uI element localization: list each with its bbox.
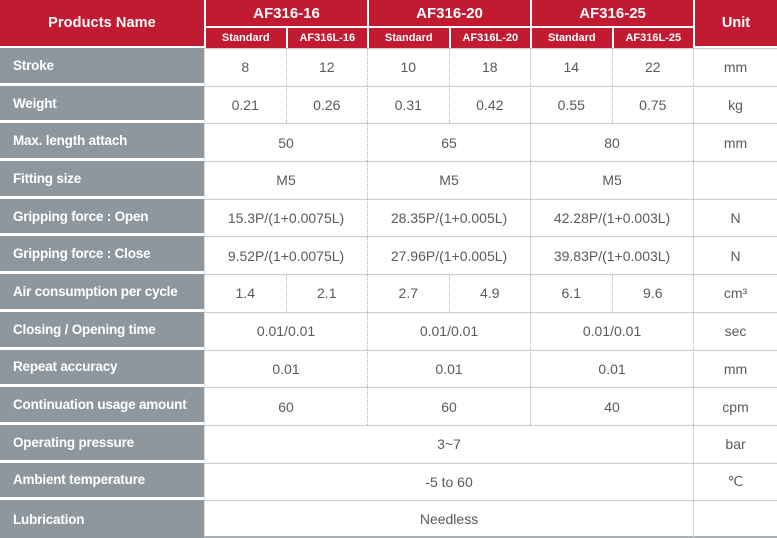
unit-cell-repeat-accuracy: mm xyxy=(693,349,777,388)
row-label-continuation-usage-amount: Continuation usage amount xyxy=(0,387,204,425)
value-cell-gripping-force-close-2: 39.83P/(1+0.003L) xyxy=(530,236,694,275)
spec-row-repeat-accuracy: Repeat accuracy 0.01 0.01 0.01 mm xyxy=(0,349,777,388)
value-cell-repeat-accuracy-0: 0.01 xyxy=(204,349,368,388)
value-cell-closing-opening-time-0: 0.01/0.01 xyxy=(204,311,368,350)
row-label-air-consumption-per-cycle: Air consumption per cycle xyxy=(0,274,204,312)
value-cell-fitting-size-0: M5 xyxy=(204,161,368,199)
row-label-lubrication: Lubrication xyxy=(0,500,204,538)
subheader-af316-25-standard: Standard xyxy=(530,26,612,48)
value-cell-closing-opening-time-2: 0.01/0.01 xyxy=(530,311,694,350)
row-label-gripping-force-close: Gripping force : Close xyxy=(0,236,204,275)
value-cell-air-consumption-per-cycle-5: 9.6 xyxy=(611,274,694,312)
spec-row-closing-opening-time: Closing / Opening time 0.01/0.01 0.01/0.01… xyxy=(0,311,777,350)
value-cell-air-consumption-per-cycle-3: 4.9 xyxy=(448,274,531,312)
value-cell-repeat-accuracy-1: 0.01 xyxy=(367,349,531,388)
value-cell-weight-0: 0.21 xyxy=(204,85,286,124)
value-cell-stroke-5: 22 xyxy=(611,48,694,86)
value-cell-continuation-usage-amount-1: 60 xyxy=(367,387,531,425)
unit-cell-max-length-attach: mm xyxy=(693,123,777,162)
header-row-main: Products Name AF316-16 AF316-20 AF316-25 Un… xyxy=(0,0,777,48)
spec-row-operating-pressure: Operating pressure 3~7 bar xyxy=(0,424,777,463)
value-cell-stroke-3: 18 xyxy=(448,48,531,86)
row-label-gripping-force-open: Gripping force : Open xyxy=(0,198,204,237)
product-header-af316-25: AF316-25 xyxy=(530,0,694,26)
spec-row-gripping-force-open: Gripping force : Open 15.3P/(1+0.0075L) 28… xyxy=(0,198,777,237)
unit-cell-ambient-temperature: ℃ xyxy=(693,462,777,501)
value-cell-gripping-force-close-0: 9.52P/(1+0.0075L) xyxy=(204,236,368,275)
spec-row-continuation-usage-amount: Continuation usage amount 60 60 40 cpm xyxy=(0,387,777,425)
value-cell-repeat-accuracy-2: 0.01 xyxy=(530,349,694,388)
row-label-max-length-attach: Max. length attach xyxy=(0,123,204,162)
value-cell-stroke-4: 14 xyxy=(530,48,612,86)
subheader-af316-16-standard: Standard xyxy=(204,26,286,48)
value-cell-lubrication-0: Needless xyxy=(204,500,694,538)
unit-header: Unit xyxy=(693,0,777,48)
row-label-stroke: Stroke xyxy=(0,48,204,86)
subheader-af316-16-af316l-16: AF316L-16 xyxy=(285,26,368,48)
spec-row-lubrication: Lubrication Needless xyxy=(0,500,777,538)
value-cell-gripping-force-close-1: 27.96P/(1+0.005L) xyxy=(367,236,531,275)
value-cell-continuation-usage-amount-0: 60 xyxy=(204,387,368,425)
product-header-af316-20: AF316-20 xyxy=(367,0,531,26)
unit-cell-stroke: mm xyxy=(693,48,777,86)
value-cell-air-consumption-per-cycle-4: 6.1 xyxy=(530,274,612,312)
spec-row-ambient-temperature: Ambient temperature -5 to 60 ℃ xyxy=(0,462,777,501)
subheader-af316-25-af316l-25: AF316L-25 xyxy=(611,26,694,48)
unit-cell-air-consumption-per-cycle: cm³ xyxy=(693,274,777,312)
unit-cell-lubrication xyxy=(693,500,777,538)
value-cell-gripping-force-open-1: 28.35P/(1+0.005L) xyxy=(367,198,531,237)
value-cell-air-consumption-per-cycle-1: 2.1 xyxy=(285,274,368,312)
spec-row-max-length-attach: Max. length attach 50 65 80 mm xyxy=(0,123,777,162)
spec-row-air-consumption-per-cycle: Air consumption per cycle 1.4 2.1 2.7 4.9 6.1… xyxy=(0,274,777,312)
value-cell-operating-pressure-0: 3~7 xyxy=(204,424,694,463)
value-cell-ambient-temperature-0: -5 to 60 xyxy=(204,462,694,501)
value-cell-stroke-2: 10 xyxy=(367,48,449,86)
row-label-weight: Weight xyxy=(0,85,204,124)
value-cell-gripping-force-open-2: 42.28P/(1+0.003L) xyxy=(530,198,694,237)
value-cell-stroke-1: 12 xyxy=(285,48,368,86)
value-cell-stroke-0: 8 xyxy=(204,48,286,86)
product-header-af316-16: AF316-16 xyxy=(204,0,368,26)
products-name-header: Products Name xyxy=(0,0,204,48)
spec-row-fitting-size: Fitting size M5 M5 M5 xyxy=(0,161,777,199)
unit-cell-operating-pressure: bar xyxy=(693,424,777,463)
value-cell-weight-5: 0.75 xyxy=(611,85,694,124)
value-cell-air-consumption-per-cycle-2: 2.7 xyxy=(367,274,449,312)
unit-cell-gripping-force-close: N xyxy=(693,236,777,275)
spec-table-body: Stroke 8 12 10 18 14 22 mm Weight 0.21 0.26 0.31 0.4… xyxy=(0,48,777,538)
row-label-repeat-accuracy: Repeat accuracy xyxy=(0,349,204,388)
subheader-af316-20-standard: Standard xyxy=(367,26,449,48)
value-cell-closing-opening-time-1: 0.01/0.01 xyxy=(367,311,531,350)
spec-row-stroke: Stroke 8 12 10 18 14 22 mm xyxy=(0,48,777,86)
row-label-operating-pressure: Operating pressure xyxy=(0,424,204,463)
unit-cell-closing-opening-time: sec xyxy=(693,311,777,350)
row-label-fitting-size: Fitting size xyxy=(0,161,204,199)
value-cell-max-length-attach-0: 50 xyxy=(204,123,368,162)
value-cell-gripping-force-open-0: 15.3P/(1+0.0075L) xyxy=(204,198,368,237)
value-cell-continuation-usage-amount-2: 40 xyxy=(530,387,694,425)
unit-cell-weight: kg xyxy=(693,85,777,124)
subheader-af316-20-af316l-20: AF316L-20 xyxy=(448,26,531,48)
value-cell-fitting-size-2: M5 xyxy=(530,161,694,199)
spec-table-header: Products Name AF316-16 AF316-20 AF316-25 Un… xyxy=(0,0,777,48)
value-cell-weight-2: 0.31 xyxy=(367,85,449,124)
unit-cell-continuation-usage-amount: cpm xyxy=(693,387,777,425)
value-cell-weight-3: 0.42 xyxy=(448,85,531,124)
spec-row-gripping-force-close: Gripping force : Close 9.52P/(1+0.0075L) 2… xyxy=(0,236,777,275)
spec-row-weight: Weight 0.21 0.26 0.31 0.42 0.55 0.75 kg xyxy=(0,85,777,124)
unit-cell-gripping-force-open: N xyxy=(693,198,777,237)
row-label-ambient-temperature: Ambient temperature xyxy=(0,462,204,501)
value-cell-weight-4: 0.55 xyxy=(530,85,612,124)
row-label-closing-opening-time: Closing / Opening time xyxy=(0,311,204,350)
header-row-sub: Standard AF316L-16 Standard AF316L-20 Standa… xyxy=(0,26,777,48)
value-cell-air-consumption-per-cycle-0: 1.4 xyxy=(204,274,286,312)
unit-cell-fitting-size xyxy=(693,161,777,199)
value-cell-max-length-attach-1: 65 xyxy=(367,123,531,162)
value-cell-fitting-size-1: M5 xyxy=(367,161,531,199)
value-cell-weight-1: 0.26 xyxy=(285,85,368,124)
value-cell-max-length-attach-2: 80 xyxy=(530,123,694,162)
